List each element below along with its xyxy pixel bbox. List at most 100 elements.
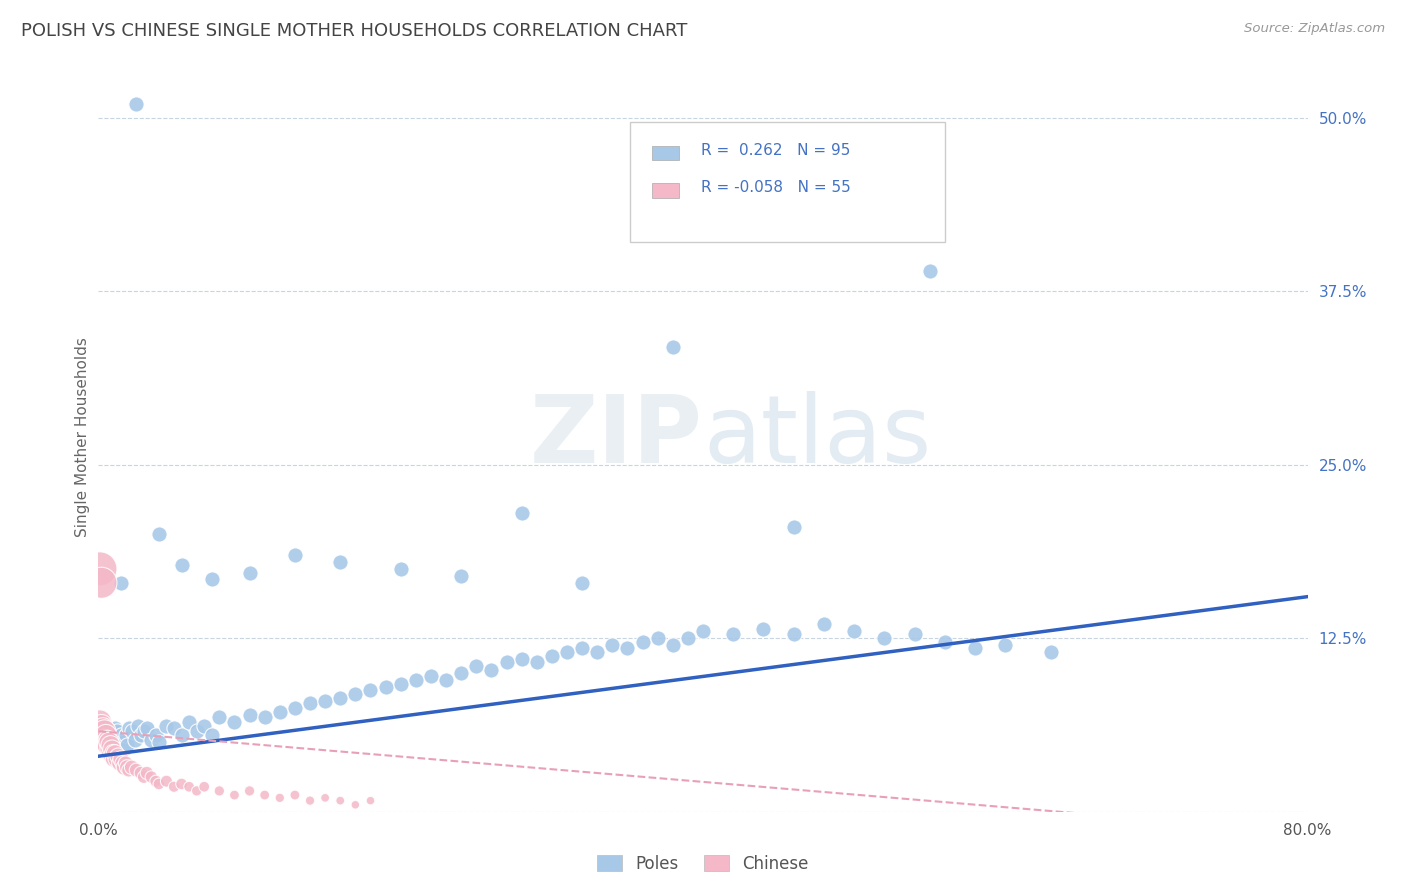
Point xyxy=(101,738,124,752)
Point xyxy=(186,784,208,798)
Point xyxy=(89,714,111,729)
Point xyxy=(141,770,163,784)
Point xyxy=(112,742,135,756)
Point xyxy=(145,728,167,742)
Point xyxy=(253,788,276,802)
Point xyxy=(314,694,336,708)
Point xyxy=(132,724,155,739)
Point xyxy=(450,569,472,583)
Point xyxy=(450,665,472,680)
Point xyxy=(96,738,118,752)
Point xyxy=(110,728,132,742)
Point xyxy=(481,663,503,677)
Point xyxy=(96,732,118,747)
Point xyxy=(647,632,669,646)
Point xyxy=(170,728,193,742)
Point xyxy=(239,566,262,580)
Point xyxy=(100,747,122,761)
Point xyxy=(94,728,117,742)
Point xyxy=(918,263,941,277)
Point xyxy=(360,682,382,697)
Point xyxy=(121,724,143,739)
Point xyxy=(114,756,136,771)
Point xyxy=(465,659,488,673)
Point xyxy=(201,572,224,586)
Point xyxy=(224,788,246,802)
Point xyxy=(89,728,111,742)
Point xyxy=(405,673,427,687)
Point xyxy=(103,752,125,766)
Point xyxy=(269,705,291,719)
Point xyxy=(269,790,291,805)
Point xyxy=(208,710,231,724)
Point xyxy=(155,774,177,789)
Point xyxy=(389,562,412,576)
Y-axis label: Single Mother Households: Single Mother Households xyxy=(75,337,90,537)
Point xyxy=(141,732,163,747)
Point xyxy=(98,742,121,756)
Point xyxy=(118,722,141,736)
Point xyxy=(329,794,352,808)
Point xyxy=(360,794,382,808)
Point xyxy=(115,760,138,774)
Point xyxy=(91,722,114,736)
Point xyxy=(752,622,775,636)
Point xyxy=(616,640,638,655)
Text: ZIP: ZIP xyxy=(530,391,703,483)
Point xyxy=(148,735,170,749)
Point xyxy=(934,635,956,649)
Point xyxy=(90,724,112,739)
Point xyxy=(510,652,533,666)
Point xyxy=(344,687,367,701)
Point xyxy=(93,724,115,739)
Point xyxy=(129,728,152,742)
Point xyxy=(124,732,146,747)
Point xyxy=(93,732,115,747)
Point xyxy=(112,760,135,774)
Point xyxy=(101,749,124,764)
Bar xyxy=(652,145,679,161)
Point xyxy=(132,770,155,784)
Point xyxy=(127,719,149,733)
Point xyxy=(284,788,307,802)
Point xyxy=(163,780,186,794)
Point xyxy=(103,728,125,742)
Point xyxy=(329,690,352,705)
Point xyxy=(90,575,112,590)
Point xyxy=(844,624,866,639)
Point xyxy=(91,728,114,742)
Point xyxy=(105,724,128,739)
Point xyxy=(100,732,122,747)
Point xyxy=(526,655,548,669)
Point xyxy=(186,724,208,739)
Point xyxy=(107,749,129,764)
Point xyxy=(94,735,117,749)
Point xyxy=(586,645,609,659)
Point xyxy=(125,763,148,777)
Text: Source: ZipAtlas.com: Source: ZipAtlas.com xyxy=(1244,22,1385,36)
Point xyxy=(148,527,170,541)
Point xyxy=(224,714,246,729)
Point xyxy=(253,710,276,724)
Point xyxy=(170,777,193,791)
Point xyxy=(93,719,115,733)
Text: atlas: atlas xyxy=(703,391,931,483)
Point xyxy=(111,756,134,771)
Point xyxy=(239,784,262,798)
Point xyxy=(813,617,835,632)
Point xyxy=(98,735,121,749)
Point xyxy=(155,719,177,733)
Point xyxy=(90,722,112,736)
Point xyxy=(389,677,412,691)
Point xyxy=(723,627,745,641)
Point xyxy=(110,575,132,590)
Point xyxy=(100,738,122,752)
Point xyxy=(135,765,157,780)
Point xyxy=(121,760,143,774)
Point xyxy=(108,756,131,771)
Point xyxy=(148,777,170,791)
Point xyxy=(571,575,593,590)
Point xyxy=(571,640,593,655)
Point xyxy=(101,742,124,756)
Point xyxy=(329,555,352,569)
